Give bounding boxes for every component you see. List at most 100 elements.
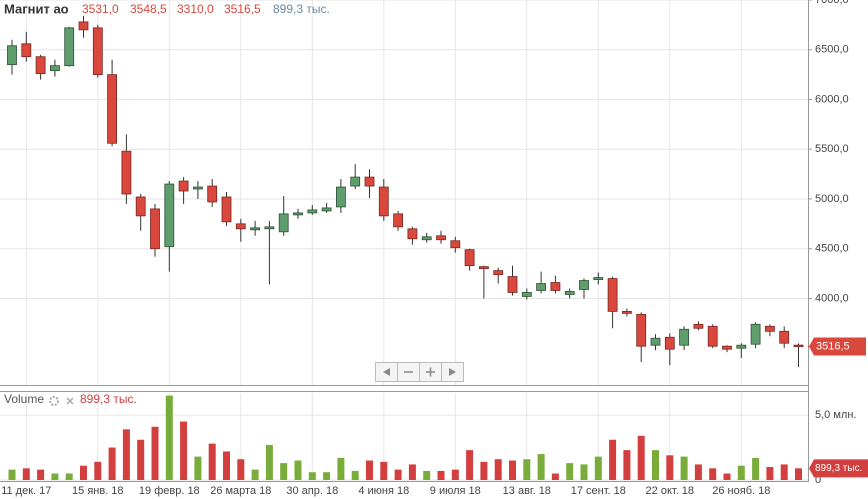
candle-body [593, 277, 604, 280]
candle-body [750, 323, 761, 345]
volume-bar [251, 469, 259, 480]
volume-bar [509, 460, 516, 480]
candle-body [436, 235, 446, 241]
candle-body [521, 292, 532, 297]
volume-bar [394, 469, 402, 480]
x-tick-label: 17 сент. 18 [571, 485, 626, 497]
volume-bar [694, 464, 702, 480]
x-tick-label: 4 июня 18 [358, 485, 409, 497]
volume-bar [408, 464, 416, 480]
candle-body [650, 337, 661, 346]
y-tick-label: 4000,0 [815, 292, 849, 304]
volume-bar [137, 439, 145, 480]
candle-body [50, 65, 60, 72]
volume-bar [451, 469, 459, 480]
last-price-tag [809, 337, 866, 356]
volume-bar [480, 461, 488, 480]
arrow-icon [449, 368, 456, 376]
volume-bar [294, 460, 302, 480]
chart-title: Магнит ао [4, 1, 69, 16]
low-label: 3310,0 [177, 2, 214, 16]
candle-body [793, 344, 804, 348]
candle-body [421, 236, 432, 241]
candle-body [135, 196, 146, 217]
marks [7, 15, 804, 480]
volume-bar [594, 456, 602, 480]
navigation [375, 362, 464, 382]
volume-bar [80, 465, 87, 480]
volume-title: Volume [4, 392, 44, 406]
volume-bar [580, 464, 588, 480]
candle-body [393, 213, 404, 228]
candle-body [78, 21, 89, 31]
x-tick-label: 13 авг. 18 [503, 485, 551, 497]
volume-last-label: 899,3 тыс. [80, 392, 137, 406]
volume-bar [366, 460, 373, 480]
volume-bar [566, 463, 574, 480]
y-tick-label: 6000,0 [815, 93, 849, 105]
candle-body [207, 185, 218, 203]
volume-bar [637, 435, 645, 480]
settings-icon[interactable] [49, 396, 59, 406]
volume-bar [437, 470, 445, 480]
plus-icon [426, 367, 435, 377]
candle-body [92, 27, 103, 76]
volume-bar [65, 473, 73, 480]
candle-body [493, 270, 504, 275]
y-tick-label: 5000,0 [815, 193, 849, 205]
y-tick-label: 0 [815, 474, 821, 486]
y-tick-label: 4500,0 [815, 243, 849, 255]
candle-body [164, 183, 175, 248]
volume-bar [237, 459, 245, 480]
volume-bar [37, 469, 45, 480]
close-label: 3516,5 [224, 2, 261, 16]
open-label: 3531,0 [82, 2, 119, 16]
candle-body [693, 323, 704, 329]
volume-bar [8, 469, 16, 480]
last-volume-tag [809, 459, 868, 478]
candle-body [307, 209, 318, 214]
volume-bar [795, 468, 802, 480]
volume-bar [551, 473, 559, 480]
volume-bar [108, 447, 116, 480]
x-tick-label: 22 окт. 18 [646, 485, 695, 497]
volume-bar [680, 456, 688, 480]
volume-bar [122, 429, 130, 480]
candle-body [221, 196, 232, 223]
candle-body [35, 56, 46, 75]
volume-bar [351, 470, 359, 480]
volume-bar [180, 421, 188, 480]
volume-bar [323, 472, 331, 480]
y-tick-label: 5500,0 [815, 143, 849, 155]
volume-bar [737, 465, 745, 480]
volume-bar [194, 456, 202, 480]
last-price-label: 3516,5 [816, 340, 850, 352]
volume-bar [208, 443, 216, 480]
candle-body [679, 328, 689, 346]
candle-body [21, 43, 32, 58]
candle-body [64, 27, 75, 67]
close-icon[interactable] [66, 397, 74, 405]
candle-body [507, 276, 518, 293]
volume-bar [652, 450, 659, 480]
volume-bar [165, 395, 173, 480]
candle-body [536, 283, 546, 291]
candle-body [178, 180, 189, 192]
x-tick-label: 9 июля 18 [430, 485, 481, 497]
candle-body [278, 213, 289, 233]
candle-body [622, 310, 632, 314]
volume-bar [151, 426, 159, 480]
arrow-icon [383, 368, 390, 376]
candle-body [607, 278, 618, 312]
candle-body [765, 325, 775, 332]
last-volume-label: 899,3 тыс. [815, 463, 862, 474]
candle-body [350, 176, 361, 187]
volume-bar [723, 473, 731, 480]
y-tick-label: 5,0 млн. [815, 409, 856, 421]
volume-bar [380, 461, 388, 480]
volume-bar [752, 457, 760, 480]
volume-header-label: 899,3 тыс. [273, 2, 330, 16]
volume-bar [666, 455, 674, 480]
grid [0, 0, 808, 481]
candle-body [722, 345, 732, 350]
